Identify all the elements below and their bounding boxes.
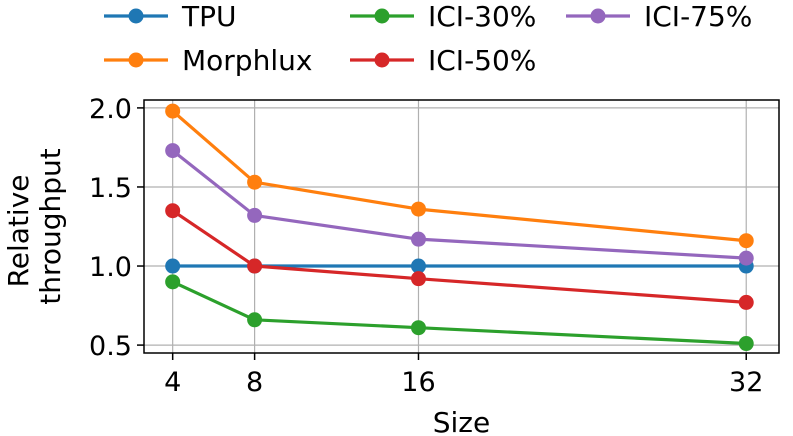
series-morphlux <box>165 103 754 249</box>
legend-swatch-marker <box>128 8 144 24</box>
y-axis-label-line-2: throughput <box>34 148 67 305</box>
series-ici-50- <box>165 203 754 310</box>
legend-item: ICI-30% <box>350 0 536 33</box>
legend-swatch-marker <box>590 8 606 24</box>
series-lines <box>165 103 754 352</box>
legend-label: TPU <box>181 0 236 33</box>
legend-label: ICI-50% <box>428 44 536 77</box>
y-tick-label: 0.5 <box>89 331 132 362</box>
x-tick-label: 4 <box>164 367 181 398</box>
data-point <box>247 312 263 328</box>
y-axis-ticks: 0.5 1.0 1.5 2.0 <box>89 94 144 362</box>
y-tick-label: 1.0 <box>89 252 132 283</box>
series-ici-75- <box>165 143 754 266</box>
series-ici-30- <box>165 274 754 352</box>
legend: TPU Morphlux ICI-30% ICI-50% ICI-75% <box>104 0 752 77</box>
data-point <box>738 250 754 266</box>
y-axis-label-line-1: Relative <box>2 174 35 287</box>
data-point <box>165 103 181 119</box>
legend-label: ICI-75% <box>644 0 752 33</box>
data-point <box>247 207 263 223</box>
legend-item: TPU <box>104 0 236 33</box>
y-axis-label: Relative throughput <box>2 148 67 305</box>
data-point <box>165 274 181 290</box>
data-point <box>410 320 426 336</box>
legend-item: Morphlux <box>104 44 312 77</box>
x-axis-ticks: 4 8 16 32 <box>164 353 763 398</box>
data-point <box>410 271 426 287</box>
data-point <box>165 203 181 219</box>
x-axis-label: Size <box>433 406 490 436</box>
data-point <box>738 294 754 310</box>
y-tick-label: 1.5 <box>89 173 132 204</box>
x-tick-label: 16 <box>401 367 435 398</box>
plot-frame <box>143 99 780 354</box>
series-line <box>171 209 747 304</box>
data-point <box>410 231 426 247</box>
x-tick-label: 32 <box>729 367 763 398</box>
data-point <box>165 258 181 274</box>
data-point <box>247 258 263 274</box>
data-point <box>410 258 426 274</box>
legend-item: ICI-50% <box>350 44 536 77</box>
series-line <box>172 280 747 346</box>
data-point <box>410 201 426 217</box>
data-point <box>738 336 754 352</box>
legend-label: ICI-30% <box>428 0 536 33</box>
grid-lines <box>144 100 779 353</box>
data-point <box>738 233 754 249</box>
legend-swatch-marker <box>128 52 144 68</box>
data-point <box>165 143 181 159</box>
legend-label: Morphlux <box>182 44 312 77</box>
series-line <box>171 149 747 260</box>
legend-swatch-marker <box>374 52 390 68</box>
data-point <box>247 174 263 190</box>
series-line <box>171 109 747 243</box>
legend-swatch-marker <box>374 8 390 24</box>
x-tick-label: 8 <box>246 367 263 398</box>
legend-item: ICI-75% <box>566 0 752 33</box>
y-tick-label: 2.0 <box>89 94 132 125</box>
